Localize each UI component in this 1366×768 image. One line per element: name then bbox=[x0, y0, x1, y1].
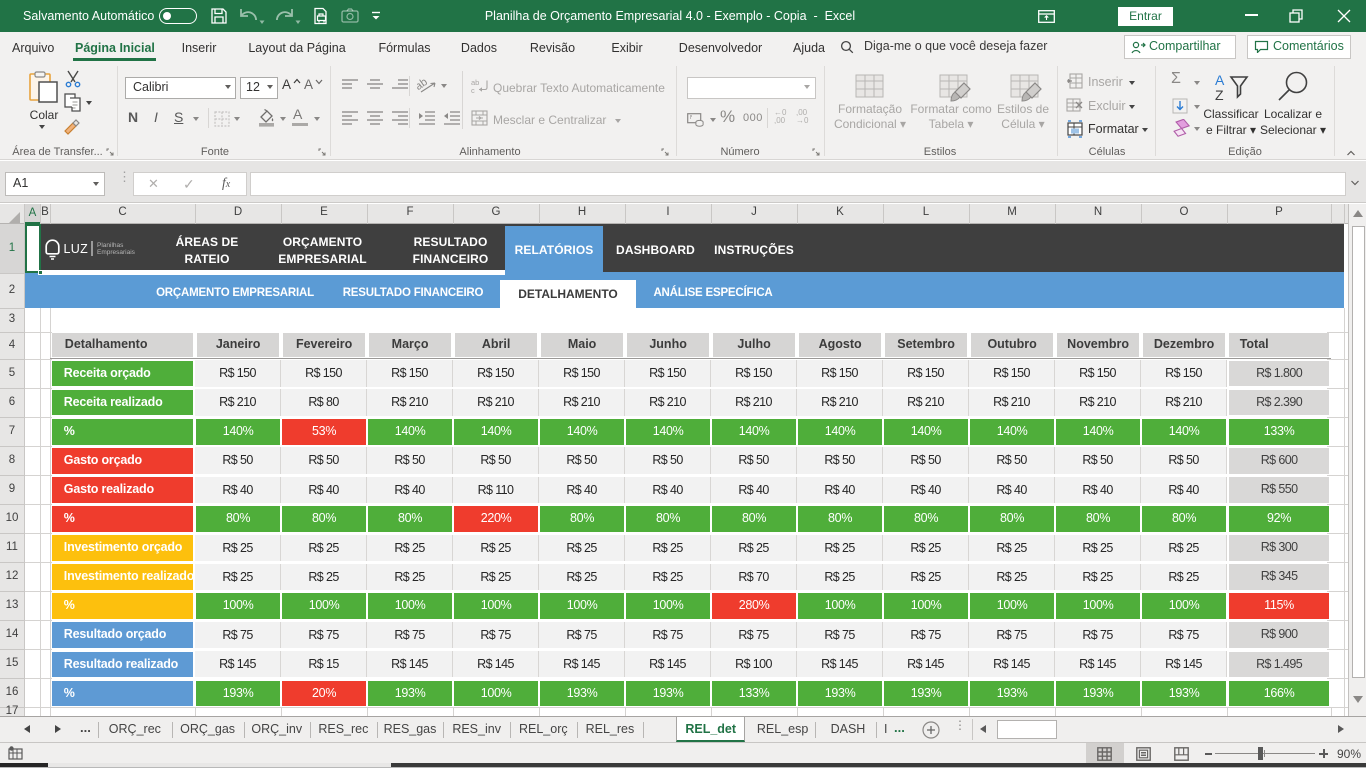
svg-text:c: c bbox=[471, 86, 475, 94]
svg-text:ab: ab bbox=[471, 78, 479, 87]
svg-text:A: A bbox=[1215, 72, 1225, 88]
svg-text:Z: Z bbox=[1215, 87, 1224, 101]
